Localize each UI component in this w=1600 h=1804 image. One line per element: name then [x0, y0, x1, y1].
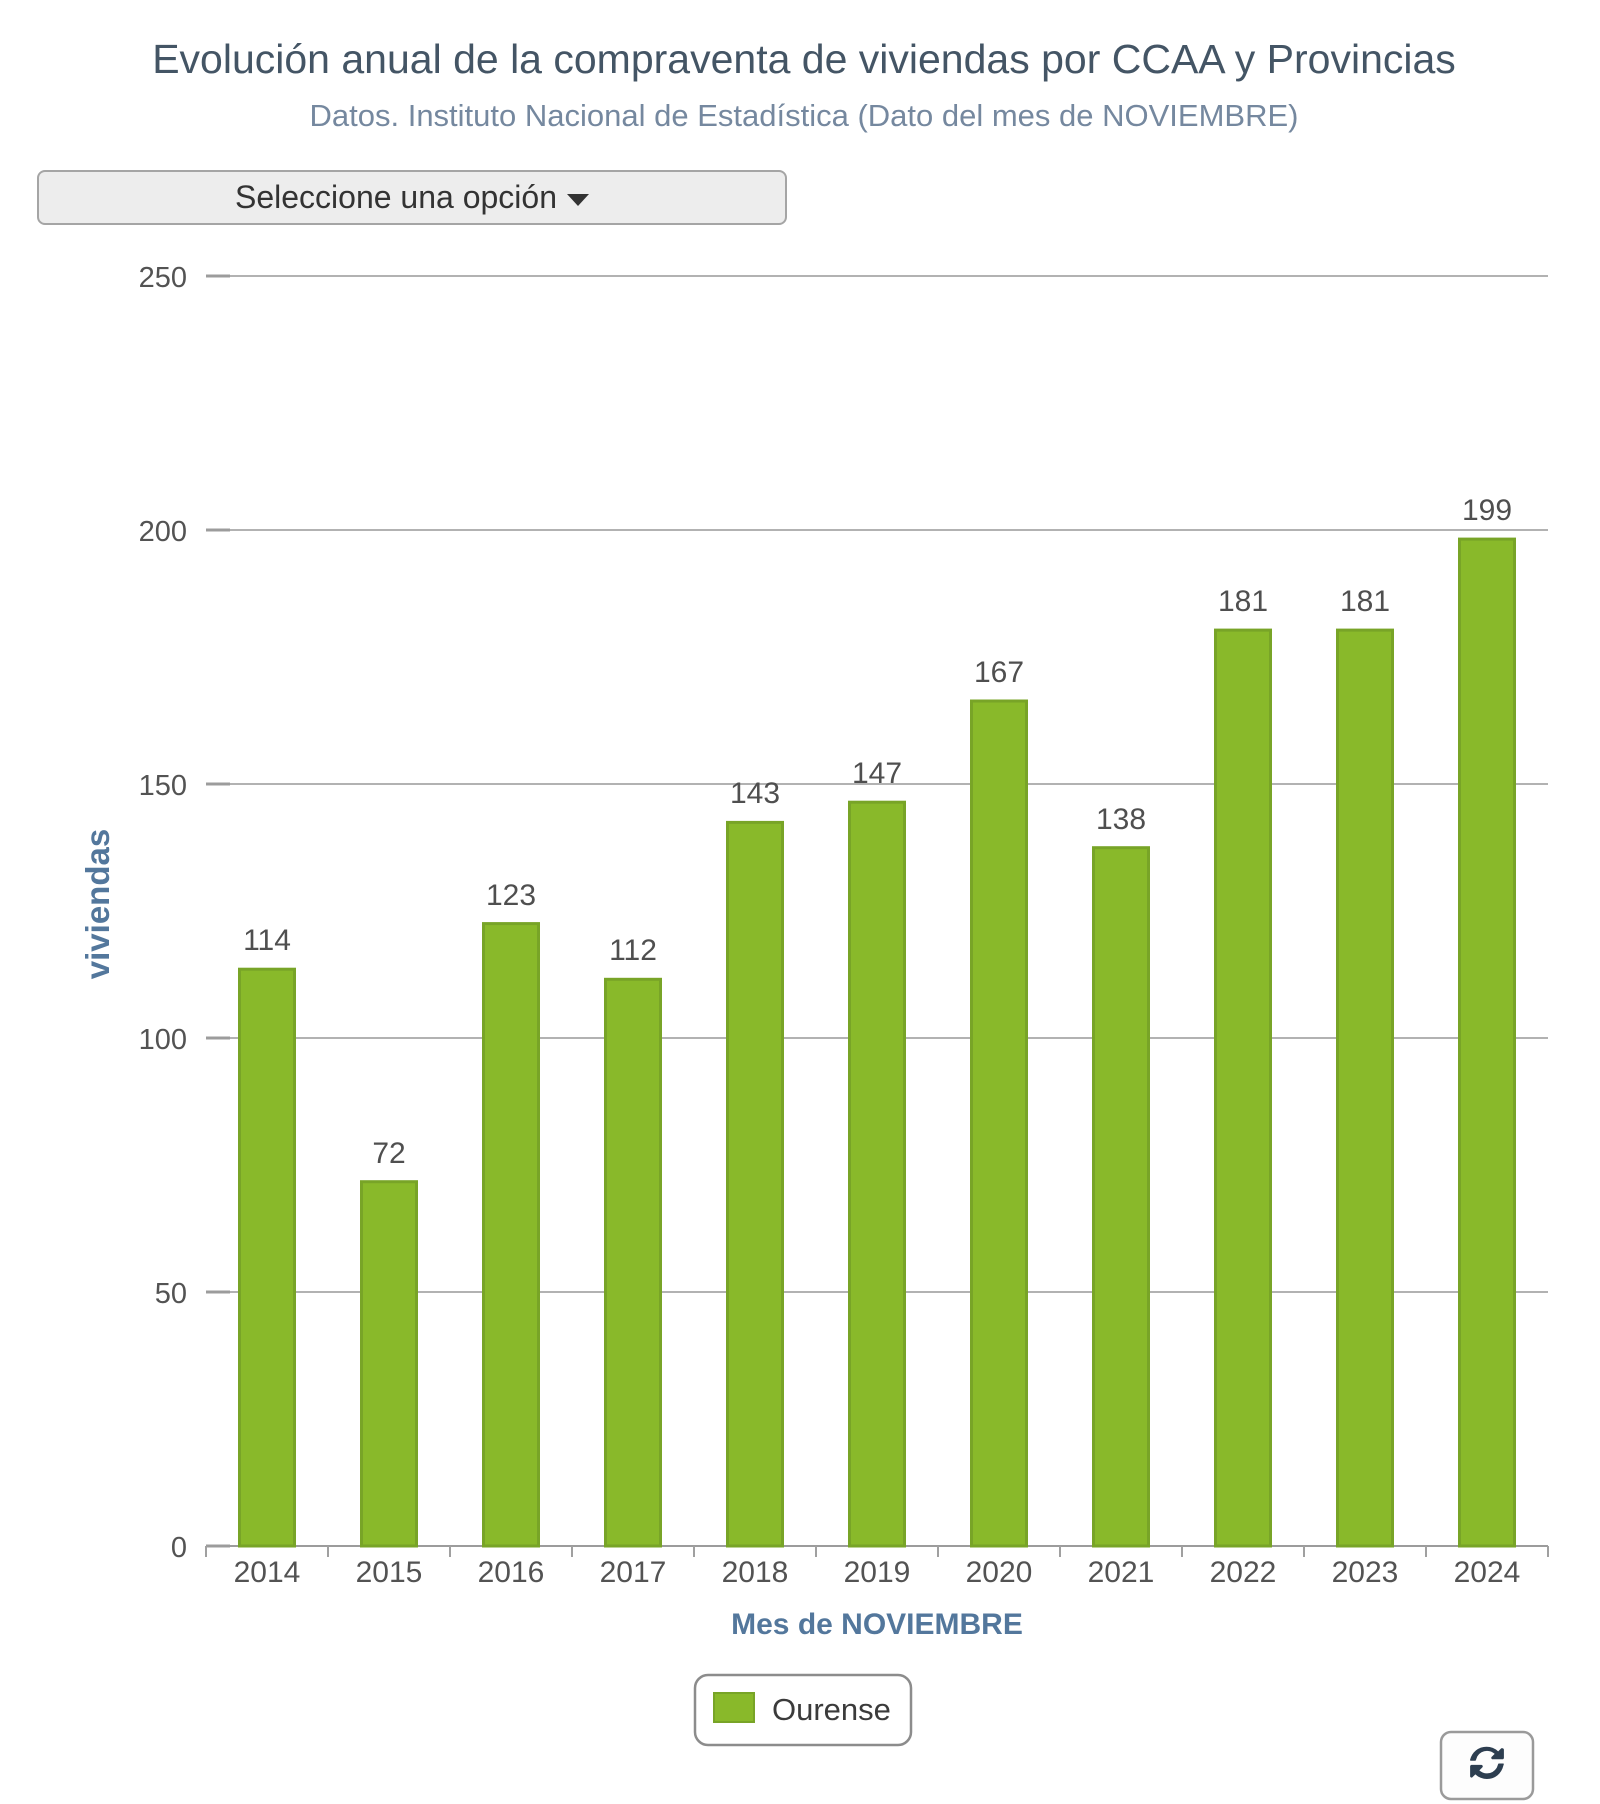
svg-text:147: 147	[852, 757, 902, 790]
svg-text:2018: 2018	[722, 1556, 789, 1589]
svg-text:114: 114	[243, 924, 291, 957]
svg-text:viviendas: viviendas	[79, 829, 116, 979]
svg-text:2019: 2019	[844, 1556, 911, 1589]
svg-text:138: 138	[1096, 803, 1146, 836]
svg-text:2023: 2023	[1332, 1556, 1399, 1589]
svg-text:199: 199	[1462, 494, 1512, 527]
svg-text:2020: 2020	[966, 1556, 1033, 1589]
svg-text:50: 50	[155, 1278, 187, 1310]
svg-text:Mes de NOVIEMBRE: Mes de NOVIEMBRE	[731, 1608, 1023, 1641]
svg-text:Ourense: Ourense	[772, 1692, 891, 1727]
svg-text:72: 72	[372, 1137, 405, 1170]
svg-text:123: 123	[486, 879, 536, 912]
svg-text:2024: 2024	[1454, 1556, 1521, 1589]
svg-text:100: 100	[139, 1024, 187, 1056]
svg-text:150: 150	[139, 770, 187, 802]
svg-text:2015: 2015	[356, 1556, 423, 1589]
svg-text:143: 143	[730, 777, 780, 810]
svg-text:167: 167	[974, 656, 1024, 689]
svg-text:2016: 2016	[478, 1556, 545, 1589]
svg-text:200: 200	[139, 516, 187, 548]
svg-text:250: 250	[139, 262, 187, 294]
svg-text:2022: 2022	[1210, 1556, 1277, 1589]
svg-text:2021: 2021	[1088, 1556, 1155, 1589]
svg-text:0: 0	[171, 1532, 187, 1564]
svg-text:181: 181	[1218, 585, 1268, 618]
svg-text:2014: 2014	[234, 1556, 301, 1589]
svg-text:181: 181	[1340, 585, 1390, 618]
svg-text:112: 112	[609, 934, 657, 967]
svg-text:2017: 2017	[600, 1556, 667, 1589]
